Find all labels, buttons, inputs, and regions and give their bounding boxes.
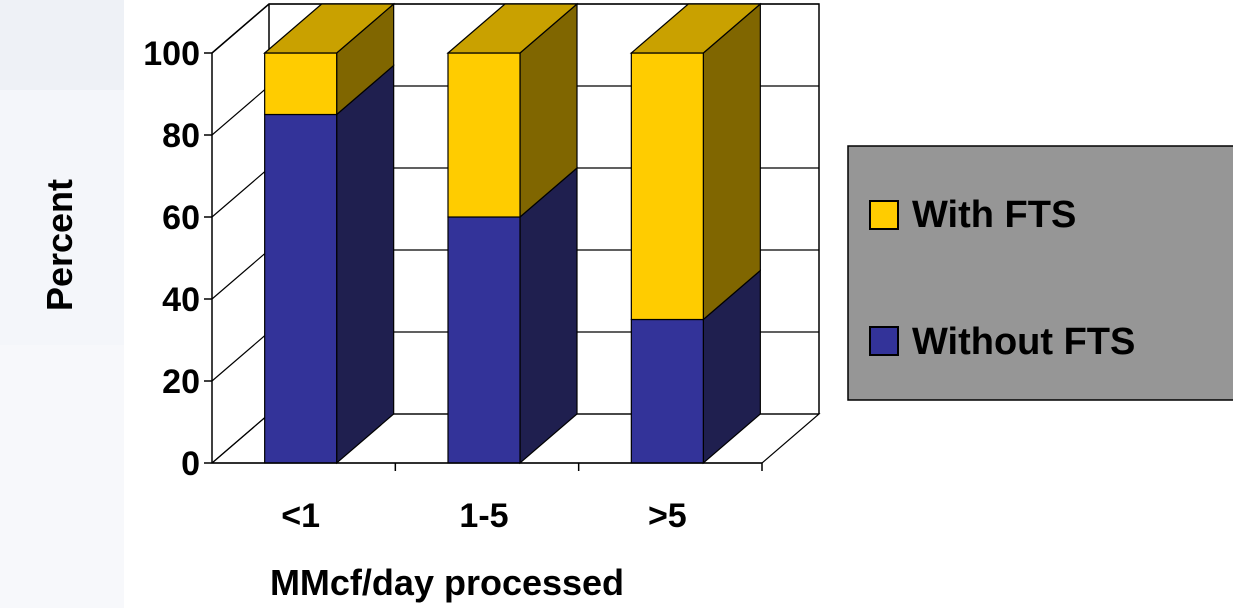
x-axis-title: MMcf/day processed [270,562,624,603]
bar-side-face [702,2,761,321]
bar-side-face [519,166,578,465]
legend-swatch-with-fts [869,200,899,230]
legend-item-with-fts: With FTS [869,194,1076,236]
bar-side-face [336,64,395,465]
left-panel-top-band [0,0,124,90]
y-tick-label: 60 [162,199,200,237]
legend-box [847,145,1233,401]
bar-segment [630,318,704,464]
y-tick-label: 80 [162,117,200,155]
x-axis-tick-labels: <1 1-5 >5 [281,497,686,535]
bar-segment [264,52,338,116]
bar-segment [447,52,521,218]
y-tick-label: 40 [162,281,200,319]
legend-item-without-fts: Without FTS [869,321,1135,363]
bars [263,2,762,465]
bar-stack [446,2,579,465]
y-axis-tick-labels: 0 20 40 60 80 100 [143,35,200,483]
legend-label-without-fts: Without FTS [912,321,1135,363]
x-tick-label: 1-5 [459,497,508,535]
legend: With FTS Without FTS [847,145,1233,401]
y-tick-label: 0 [181,445,200,483]
y-axis-title: Percent [39,179,80,311]
x-tick-label: <1 [281,497,320,535]
bar-segment [630,52,704,321]
bar-segment [264,113,338,464]
bar-segment [447,216,521,464]
bar-top-face [629,3,762,54]
legend-label-with-fts: With FTS [912,194,1076,236]
axes [204,52,763,471]
gridline [211,3,819,54]
y-tick-label: 20 [162,363,200,401]
bar-top-face [263,3,396,54]
bar-stack [263,2,396,465]
left-panel-bottom-band [0,345,124,608]
x-tick-label: >5 [648,497,687,535]
bar-top-face [446,3,579,54]
legend-swatch-without-fts [869,326,899,356]
y-tick-label: 100 [143,35,200,73]
bar-stack [629,2,762,465]
